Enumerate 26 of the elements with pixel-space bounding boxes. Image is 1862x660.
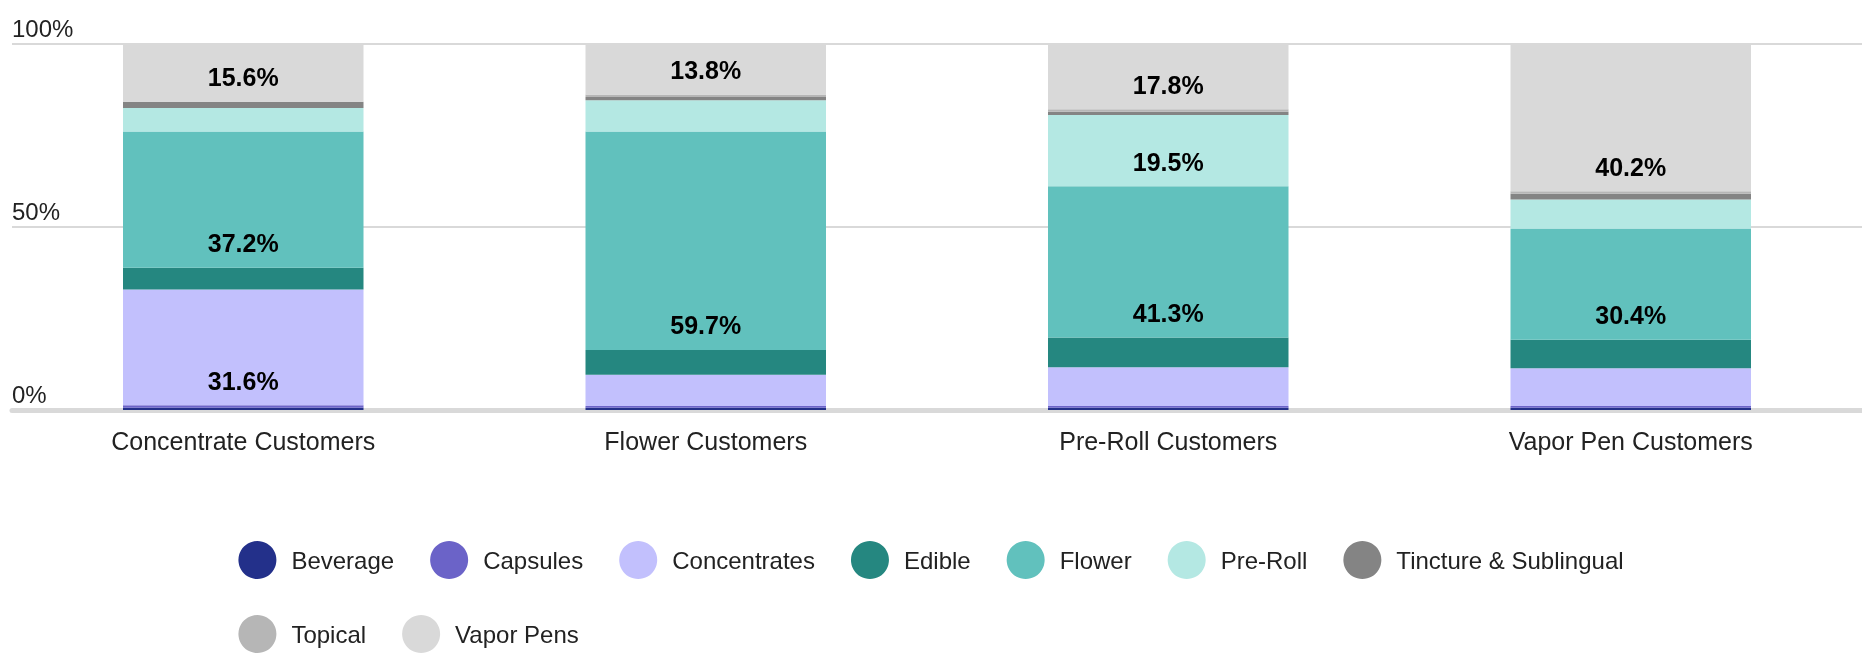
legend-label: Beverage (291, 546, 395, 574)
data-label: 41.3% (1132, 299, 1204, 328)
x-tick-label: Pre-Roll Customers (1059, 426, 1278, 455)
x-tick-label: Flower Customers (604, 426, 808, 455)
y-tick-label: 50% (12, 197, 61, 225)
legend-label: Tincture & Sublingual (1396, 546, 1624, 574)
data-label: 59.7% (670, 311, 742, 340)
legend-label: Capsules (483, 546, 584, 574)
legend-label: Flower (1059, 546, 1132, 574)
legend-label: Pre-Roll (1220, 546, 1308, 574)
data-label: 37.2% (207, 229, 279, 258)
data-label: 19.5% (1132, 147, 1204, 176)
data-label: 30.4% (1595, 301, 1667, 330)
data-label: 13.8% (670, 56, 742, 85)
x-tick-label: Concentrate Customers (111, 426, 376, 455)
y-tick-label: 100% (12, 14, 74, 42)
y-tick-label: 0% (12, 380, 47, 408)
legend-label: Concentrates (672, 546, 815, 574)
x-tick-label: Vapor Pen Customers (1508, 426, 1753, 455)
data-label: 15.6% (207, 63, 279, 92)
legend-label: Topical (291, 620, 367, 648)
legend-label: Vapor Pens (455, 620, 579, 648)
legend-label: Edible (903, 546, 971, 574)
data-label: 31.6% (207, 366, 279, 395)
data-label: 17.8% (1132, 70, 1204, 99)
data-label: 40.2% (1595, 152, 1667, 181)
